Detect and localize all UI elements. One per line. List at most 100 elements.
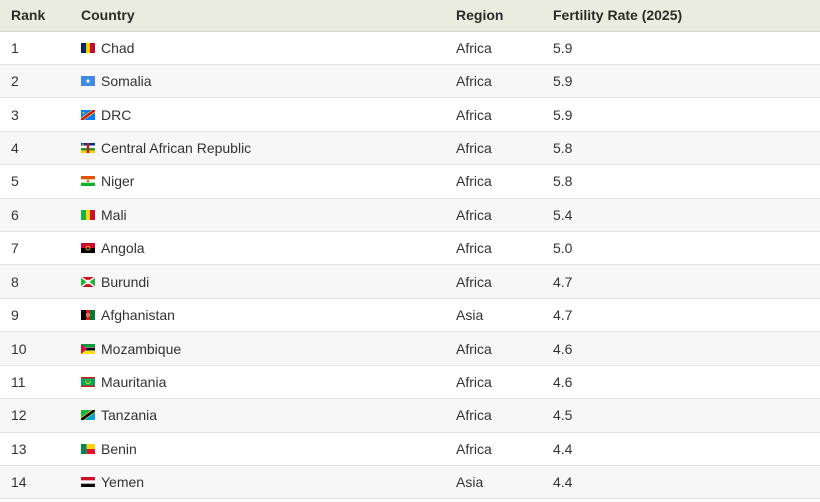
region-cell: Africa bbox=[456, 231, 553, 266]
country-wrap: Benin bbox=[81, 441, 456, 457]
country-name: Chad bbox=[101, 39, 135, 56]
fertility-rate-cell: 5.4 bbox=[553, 198, 820, 233]
country-cell: Niger bbox=[81, 164, 456, 199]
country-cell: Afghanistan bbox=[81, 298, 456, 333]
fertility-rate-cell: 4.7 bbox=[553, 264, 820, 299]
country-name: Tanzania bbox=[101, 407, 158, 424]
country-name: Burundi bbox=[101, 273, 150, 290]
country-wrap: DRC bbox=[81, 107, 456, 123]
table-row: 7 Angola Africa 5.0 bbox=[0, 231, 820, 266]
fertility-rate-cell: 4.4 bbox=[553, 432, 820, 466]
somalia-flag-icon bbox=[81, 76, 95, 87]
rank-cell: 8 bbox=[0, 264, 81, 299]
niger-flag-icon bbox=[81, 176, 95, 187]
region-cell: Africa bbox=[456, 97, 553, 132]
table-row: 14 Yemen Asia 4.4 bbox=[0, 465, 820, 500]
country-cell: Burundi bbox=[81, 264, 456, 299]
country-wrap: Mali bbox=[81, 207, 456, 223]
rank-cell: 7 bbox=[0, 231, 81, 266]
fertility-rate-cell: 4.6 bbox=[553, 365, 820, 400]
rank-cell: 2 bbox=[0, 64, 81, 99]
country-name: Central African Republic bbox=[101, 139, 252, 156]
table-row: 4 Central African Republic Africa 5.8 bbox=[0, 131, 820, 166]
country-wrap: Somalia bbox=[81, 73, 456, 89]
angola-flag-icon bbox=[81, 243, 95, 254]
region-cell: Africa bbox=[456, 398, 553, 433]
table-row: 6 Mali Africa 5.4 bbox=[0, 198, 820, 233]
country-cell: Central African Republic bbox=[81, 131, 456, 166]
table-row: 12 Tanzania Africa 4.5 bbox=[0, 398, 820, 433]
country-cell: Benin bbox=[81, 432, 456, 466]
table-row: 9 Afghanistan Asia 4.7 bbox=[0, 298, 820, 333]
region-cell: Africa bbox=[456, 64, 553, 99]
country-wrap: Central African Republic bbox=[81, 140, 456, 156]
country-wrap: Niger bbox=[81, 173, 456, 189]
mauritania-flag-icon bbox=[81, 376, 95, 387]
country-name: Niger bbox=[101, 173, 135, 190]
fertility-rate-cell: 5.8 bbox=[553, 131, 820, 166]
country-wrap: Yemen bbox=[81, 474, 456, 490]
country-cell: Mali bbox=[81, 198, 456, 233]
rank-cell: 6 bbox=[0, 198, 81, 233]
table-row: 2 Somalia Africa 5.9 bbox=[0, 64, 820, 99]
country-wrap: Mauritania bbox=[81, 374, 456, 390]
central-african-republic-flag-icon bbox=[81, 142, 95, 153]
table-row: 3 DRC Africa 5.9 bbox=[0, 97, 820, 132]
fertility-rate-cell: 5.9 bbox=[553, 64, 820, 99]
table-row: 5 Niger Africa 5.8 bbox=[0, 164, 820, 199]
region-cell: Africa bbox=[456, 164, 553, 199]
country-name: Mali bbox=[101, 206, 127, 223]
region-cell: Asia bbox=[456, 298, 553, 333]
region-cell: Africa bbox=[456, 131, 553, 166]
table-row: 1 Chad Africa 5.9 bbox=[0, 31, 820, 65]
benin-flag-icon bbox=[81, 443, 95, 454]
country-wrap: Tanzania bbox=[81, 407, 456, 423]
rank-cell: 9 bbox=[0, 298, 81, 333]
header-region[interactable]: Region bbox=[456, 0, 553, 32]
drc-flag-icon bbox=[81, 109, 95, 120]
country-wrap: Chad bbox=[81, 40, 456, 56]
rank-cell: 13 bbox=[0, 432, 81, 466]
rank-cell: 14 bbox=[0, 465, 81, 500]
region-cell: Africa bbox=[456, 331, 553, 366]
mozambique-flag-icon bbox=[81, 343, 95, 354]
rank-cell: 4 bbox=[0, 131, 81, 166]
tanzania-flag-icon bbox=[81, 410, 95, 421]
rank-cell: 11 bbox=[0, 365, 81, 400]
country-name: Somalia bbox=[101, 73, 152, 90]
header-country[interactable]: Country bbox=[81, 0, 456, 32]
country-cell: Yemen bbox=[81, 465, 456, 500]
country-name: Mauritania bbox=[101, 373, 167, 390]
country-cell: Tanzania bbox=[81, 398, 456, 433]
country-name: Benin bbox=[101, 440, 137, 457]
country-cell: Chad bbox=[81, 31, 456, 65]
country-name: DRC bbox=[101, 106, 132, 123]
header-rank[interactable]: Rank bbox=[0, 0, 81, 32]
fertility-rate-cell: 4.5 bbox=[553, 398, 820, 433]
table-row: 11 Mauritania Africa 4.6 bbox=[0, 365, 820, 400]
rank-cell: 12 bbox=[0, 398, 81, 433]
region-cell: Africa bbox=[456, 365, 553, 400]
country-cell: DRC bbox=[81, 97, 456, 132]
rank-cell: 3 bbox=[0, 97, 81, 132]
rank-cell: 1 bbox=[0, 31, 81, 65]
country-name: Afghanistan bbox=[101, 307, 175, 324]
fertility-rate-cell: 5.9 bbox=[553, 31, 820, 65]
country-wrap: Angola bbox=[81, 240, 456, 256]
chad-flag-icon bbox=[81, 42, 95, 53]
fertility-rate-cell: 5.0 bbox=[553, 231, 820, 266]
fertility-rate-cell: 5.9 bbox=[553, 97, 820, 132]
yemen-flag-icon bbox=[81, 477, 95, 488]
header-fertility-rate[interactable]: Fertility Rate (2025) bbox=[553, 0, 820, 32]
country-wrap: Afghanistan bbox=[81, 307, 456, 323]
fertility-rate-cell: 5.8 bbox=[553, 164, 820, 199]
country-wrap: Burundi bbox=[81, 274, 456, 290]
fertility-rate-cell: 4.6 bbox=[553, 331, 820, 366]
country-wrap: Mozambique bbox=[81, 341, 456, 357]
rank-cell: 10 bbox=[0, 331, 81, 366]
table-row: 13 Benin Africa 4.4 bbox=[0, 432, 820, 466]
table-row: 8 Burundi Africa 4.7 bbox=[0, 264, 820, 299]
region-cell: Asia bbox=[456, 465, 553, 500]
afghanistan-flag-icon bbox=[81, 310, 95, 321]
